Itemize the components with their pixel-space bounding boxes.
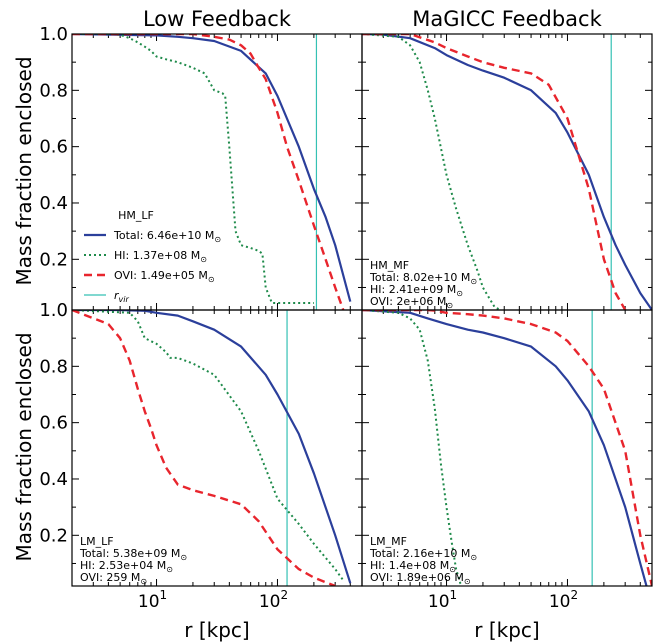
y-tick-label: 0.4: [39, 193, 68, 214]
y-tick-label: 1.0: [39, 300, 68, 321]
legend-label-ovi: OVI: 1.89e+06 M⊙: [370, 571, 471, 586]
legend-subscript: ⊙: [449, 565, 456, 574]
legend-subscript: ⊙: [446, 301, 453, 310]
y-ticks: [72, 33, 362, 288]
legend-title: HM_LF: [118, 209, 154, 222]
series-hi: [362, 34, 502, 310]
legend-label-total: Total: 6.46e+10 M⊙: [113, 229, 221, 244]
y-tick-label: 0.6: [39, 413, 68, 434]
y-axis-label-bottom: Mass fraction enclosed: [12, 332, 36, 561]
panel-frame: [361, 309, 653, 587]
series-ovi: [72, 34, 345, 310]
legend-label-ovi: OVI: 1.49e+05 M⊙: [114, 269, 215, 284]
legend-label-total: Total: 5.38e+09 M⊙: [79, 547, 187, 562]
panel-hm_lf: 0.2 0.4 0.6 0.8 1.0 HM_LF Total: 6.46e+10 M⊙ HI…: [39, 24, 363, 311]
legend-subscript: ⊙: [470, 553, 477, 562]
legend-subscript: ⊙: [166, 565, 173, 574]
x-tick-exponent: 1: [450, 588, 458, 602]
legend-subscript: ⊙: [200, 255, 207, 264]
legend-label-ovi: OVI: 2e+06 M⊙: [370, 295, 453, 310]
legend-label-hi: HI: 2.53e+04 M⊙: [80, 559, 173, 574]
series-total: [362, 310, 648, 586]
series-lines: [72, 310, 352, 586]
legend-subscript: ⊙: [464, 577, 471, 586]
legend-label-ovi: OVI: 259 M⊙: [80, 571, 147, 586]
y-ticks: [362, 33, 652, 288]
series-total: [72, 34, 352, 302]
x-ticks: [71, 310, 363, 586]
legend-label-hi: HI: 1.37e+08 M⊙: [114, 249, 207, 264]
legend-subscript: ⊙: [208, 275, 215, 284]
x-tick-exponent: 2: [280, 588, 288, 602]
series-lines: [72, 34, 352, 310]
x-axis-label-right: r [kpc]: [474, 618, 539, 642]
col-title-low-feedback: Low Feedback: [143, 7, 292, 31]
legend-subscript: ⊙: [180, 553, 187, 562]
legend-subscript: ⊙: [456, 289, 463, 298]
legend-title: HM_MF: [370, 259, 409, 272]
x-tick-exponent: 2: [570, 588, 578, 602]
x-tick-label: 102: [259, 588, 288, 612]
y-ticks: [72, 309, 362, 564]
series-hi: [72, 310, 345, 581]
x-tick-label: 102: [549, 588, 578, 612]
legend-subscript: ⊙: [470, 277, 477, 286]
series-lines: [362, 310, 652, 586]
legend-label-hi: HI: 1.4e+08 M⊙: [370, 559, 456, 574]
x-ticks: [361, 310, 653, 586]
series-lines: [362, 34, 652, 310]
y-tick-label: 0.6: [39, 137, 68, 158]
x-ticks: [361, 34, 653, 310]
col-title-magicc-feedback: MaGICC Feedback: [412, 7, 602, 31]
series-ovi: [362, 310, 652, 586]
legend-subscript: ⊙: [140, 577, 147, 586]
legend-label-total: Total: 8.02e+10 M⊙: [369, 271, 477, 286]
legend-title: LM_LF: [80, 535, 114, 548]
y-tick-label: 0.2: [39, 525, 68, 546]
x-tick-label: 101: [428, 588, 457, 612]
series-ovi: [72, 310, 336, 586]
y-tick-label: 0.8: [39, 80, 68, 101]
x-tick-label: 101: [138, 588, 167, 612]
y-ticks: [362, 309, 652, 564]
series-total: [362, 34, 652, 310]
legend-label-hi: HI: 2.41e+09 M⊙: [370, 283, 463, 298]
y-tick-label: 0.8: [39, 356, 68, 377]
legend-hm_lf: HM_LF Total: 6.46e+10 M⊙ HI: 1.37e+08 M⊙ OV…: [84, 209, 221, 304]
series-ovi: [362, 34, 627, 310]
legend-label-total: Total: 2.16e+10 M⊙: [369, 547, 477, 562]
legend-subscript: vir: [119, 295, 130, 304]
legend-label-rvir: rvir: [114, 289, 129, 304]
legend-title: LM_MF: [370, 535, 407, 548]
series-hi: [72, 34, 314, 304]
legend-subscript: ⊙: [214, 235, 221, 244]
series-total: [72, 310, 352, 584]
x-axis-label-left: r [kpc]: [184, 618, 249, 642]
y-tick-label: 0.4: [39, 469, 68, 490]
y-axis-label-top: Mass fraction enclosed: [12, 56, 36, 285]
panel-frame: [71, 309, 363, 587]
x-tick-exponent: 1: [160, 588, 168, 602]
y-tick-label: 0.2: [39, 249, 68, 270]
y-tick-label: 1.0: [39, 24, 68, 45]
chart-panels: 0.2 0.4 0.6 0.8 1.0 HM_LF Total: 6.46e+10 M⊙ HI…: [39, 24, 653, 612]
